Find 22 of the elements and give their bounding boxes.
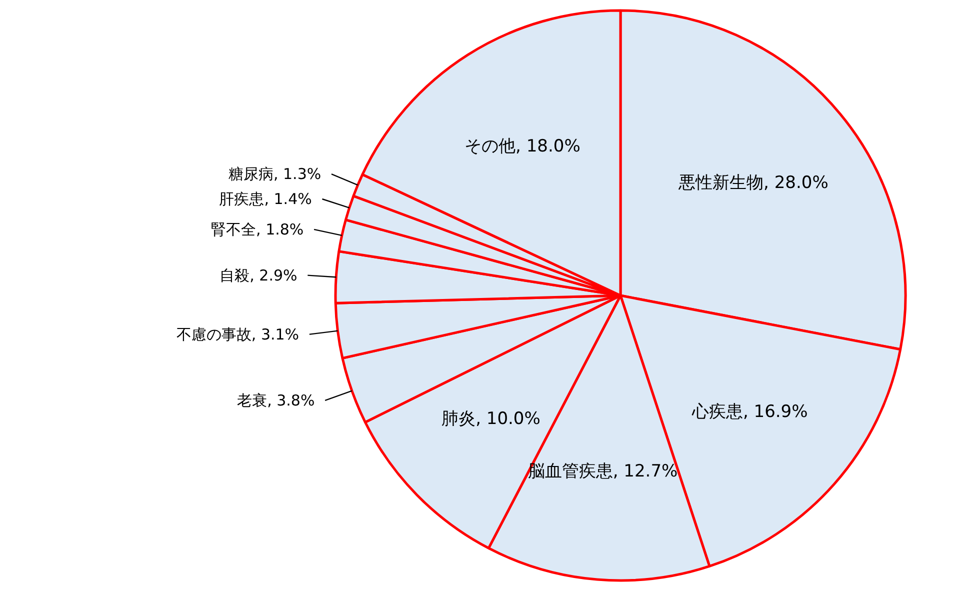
data-label: , 2.9% xyxy=(250,266,298,284)
data-label: , 16.9% xyxy=(742,402,808,422)
data-label: , 3.8% xyxy=(267,391,315,410)
slice-label: 老衰 xyxy=(237,391,268,410)
slice-label: 腎不全 xyxy=(211,220,256,238)
data-label: , 1.8% xyxy=(256,220,304,238)
data-label: , 1.4% xyxy=(264,190,312,208)
slice-label: 心疾患 xyxy=(690,402,743,422)
slice-label: 糖尿病 xyxy=(228,165,274,184)
data-label: , 12.7% xyxy=(612,462,678,482)
slice-label: 脳血管疾患 xyxy=(528,462,613,482)
data-label: , 3.1% xyxy=(251,325,300,344)
slice-label: 肺炎 xyxy=(442,409,476,430)
slice-label: その他 xyxy=(464,136,516,156)
slice-label: 不慮の事故 xyxy=(176,325,252,344)
slice-label: 自殺 xyxy=(220,266,250,284)
data-label: , 28.0% xyxy=(764,172,828,193)
data-label: , 1.3% xyxy=(273,165,322,184)
data-label: , 18.0% xyxy=(516,136,580,156)
slice-label: 悪性新生物 xyxy=(678,172,764,193)
data-label: , 10.0% xyxy=(476,409,540,430)
slice-label: 肝疾患 xyxy=(219,190,264,208)
